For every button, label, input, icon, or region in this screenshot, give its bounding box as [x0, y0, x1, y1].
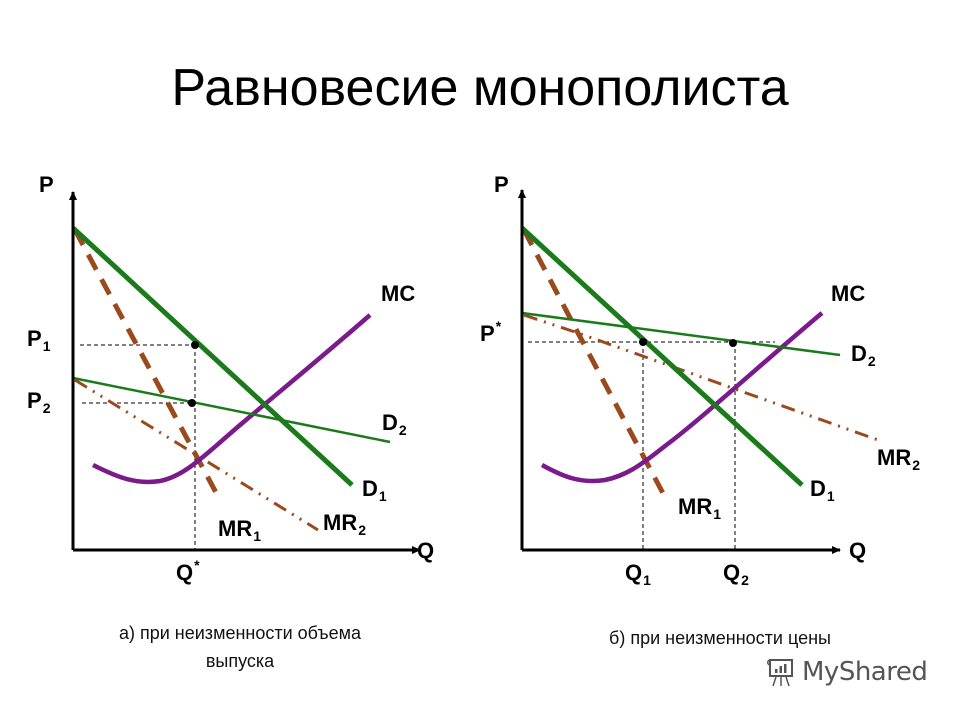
pstar-label: P*: [480, 318, 502, 346]
mr1-label: MR1: [218, 516, 261, 544]
q2-label: Q2: [723, 560, 749, 588]
guide-lines: [80, 344, 196, 550]
y-axis-label: P: [494, 172, 509, 197]
x-axis-label: Q: [849, 538, 866, 563]
mc-curve: [540, 311, 824, 484]
x-axis-label: Q: [417, 538, 434, 563]
q1-label: Q1: [625, 560, 651, 588]
d2-curve: [521, 311, 841, 357]
caption-a: а) при неизменности объема выпуска: [60, 619, 420, 675]
caption-b: б) при неизменности цены: [540, 624, 900, 652]
equilibrium-point-d1: [639, 338, 647, 346]
presentation-board-icon: [767, 659, 793, 687]
d2-curve: [72, 376, 391, 444]
d1-label: D1: [810, 476, 835, 504]
panel-a: P Q MC P1 P2 D2 D1 MR1 MR2 Q*: [27, 172, 434, 585]
equilibrium-point-d2: [188, 399, 196, 407]
equilibrium-point-d2: [729, 339, 737, 347]
panel-b: P Q MC P* D2 MR2 D1 MR1 Q1 Q2: [480, 172, 920, 588]
equilibrium-point-d1: [191, 341, 199, 349]
mr1-curve: [72, 228, 223, 502]
d2-label: D2: [851, 341, 876, 369]
mr1-label: MR1: [678, 494, 721, 522]
d1-label: D1: [362, 476, 387, 504]
d1-curve: [520, 226, 804, 487]
y-axis-label: P: [39, 172, 54, 197]
mr1-curve: [521, 228, 668, 499]
guide-lines: [528, 341, 775, 550]
d2-label: D2: [382, 410, 407, 438]
mr2-label: MR2: [323, 510, 366, 538]
mc-label: MC: [831, 281, 865, 306]
mc-label: MC: [381, 281, 415, 306]
p2-label: P2: [27, 388, 51, 416]
mr2-curve: [74, 378, 319, 532]
page-title: Равновесие монополиста: [171, 59, 789, 117]
watermark: MyShared: [766, 656, 928, 688]
mr2-label: MR2: [877, 445, 920, 473]
mc-curve: [91, 313, 372, 485]
caption-a-line1: а) при неизменности объема: [118, 623, 362, 643]
caption-a-line2: выпуска: [205, 651, 275, 671]
p1-label: P1: [27, 326, 51, 354]
watermark-text: MyShared: [802, 657, 928, 687]
caption-b-line1: б) при неизменности цены: [609, 628, 831, 648]
d1-curve: [71, 226, 354, 487]
qstar-label: Q*: [176, 557, 200, 585]
